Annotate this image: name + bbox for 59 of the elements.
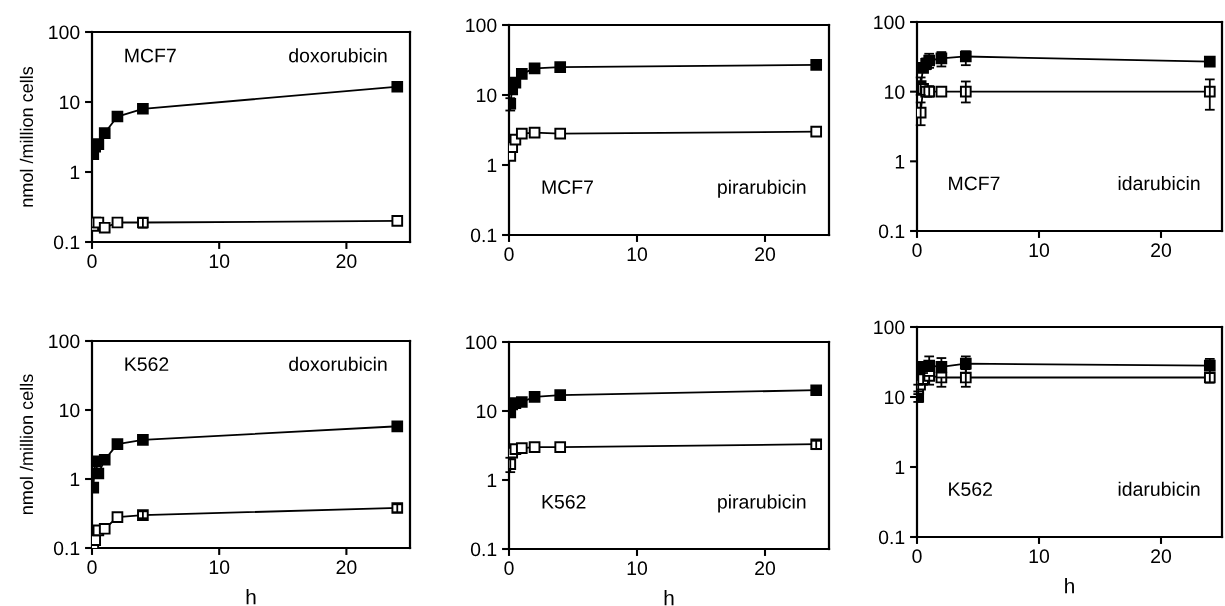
annotation: MCF7 [542, 180, 593, 195]
x-tick-label: 10 [209, 254, 230, 269]
y-tick-label: 10 [60, 95, 80, 110]
y-tick-label: 1 [895, 460, 905, 475]
annotation: K562 [125, 357, 169, 372]
y-tick-label: 100 [874, 320, 905, 335]
x-tick-label: 20 [336, 254, 357, 269]
y-tick-label: 0.1 [53, 541, 80, 556]
y-tick-label: 100 [466, 335, 497, 350]
annotation: doxorubicin [289, 48, 387, 63]
y-tick-label: 0.1 [878, 224, 905, 239]
x-tick-label: 0 [912, 243, 922, 258]
y-tick-label: 10 [885, 390, 905, 405]
annotation: doxorubicin [289, 356, 387, 372]
annotation: idarubicin [1118, 175, 1200, 191]
x-tick-label: 20 [1151, 549, 1172, 564]
x-tick-label: 10 [209, 560, 230, 575]
x-axis-title: h [664, 590, 674, 606]
x-tick-label: 0 [504, 247, 514, 262]
x-tick-label: 0 [87, 560, 97, 575]
x-tick-label: 10 [1029, 243, 1050, 258]
x-tick-label: 0 [912, 549, 922, 564]
x-axis-title: h [1065, 578, 1074, 594]
y-tick-label: 10 [60, 403, 80, 418]
x-tick-label: 0 [504, 561, 514, 576]
y-tick-label: 1 [70, 165, 80, 180]
y-axis-title: nmol /million cells [19, 374, 34, 515]
y-tick-label: 10 [477, 404, 497, 419]
y-tick-label: 0.1 [53, 235, 80, 250]
x-tick-label: 20 [755, 247, 776, 262]
x-axis-title: h [246, 589, 256, 605]
annotation: MCF7 [949, 176, 1000, 191]
x-tick-label: 10 [627, 561, 648, 576]
y-axis-title: nmol /million cells [19, 66, 34, 207]
x-tick-label: 20 [336, 560, 357, 575]
y-tick-label: 100 [466, 18, 497, 33]
y-tick-label: 10 [477, 88, 497, 103]
x-tick-label: 20 [755, 561, 776, 576]
y-tick-label: 1 [487, 158, 497, 173]
y-tick-label: 0.1 [878, 530, 905, 545]
y-tick-label: 10 [885, 85, 905, 99]
annotation: pirarubicin [718, 494, 806, 513]
annotation: K562 [949, 482, 992, 497]
annotation: K562 [542, 494, 586, 509]
annotation: idarubicin [1118, 481, 1200, 497]
y-tick-label: 1 [895, 155, 905, 169]
y-tick-label: 100 [874, 15, 905, 30]
x-tick-label: 10 [1029, 549, 1050, 564]
x-tick-label: 0 [87, 254, 97, 269]
y-tick-label: 1 [487, 473, 497, 488]
y-tick-label: 0.1 [470, 542, 497, 557]
y-tick-label: 100 [49, 25, 80, 40]
y-tick-label: 100 [49, 334, 80, 349]
y-tick-label: 1 [70, 472, 80, 487]
y-tick-label: 0.1 [470, 228, 497, 243]
x-tick-label: 10 [627, 247, 648, 262]
annotation: MCF7 [125, 48, 176, 63]
annotation: pirarubicin [718, 179, 806, 198]
x-tick-label: 20 [1151, 243, 1172, 258]
